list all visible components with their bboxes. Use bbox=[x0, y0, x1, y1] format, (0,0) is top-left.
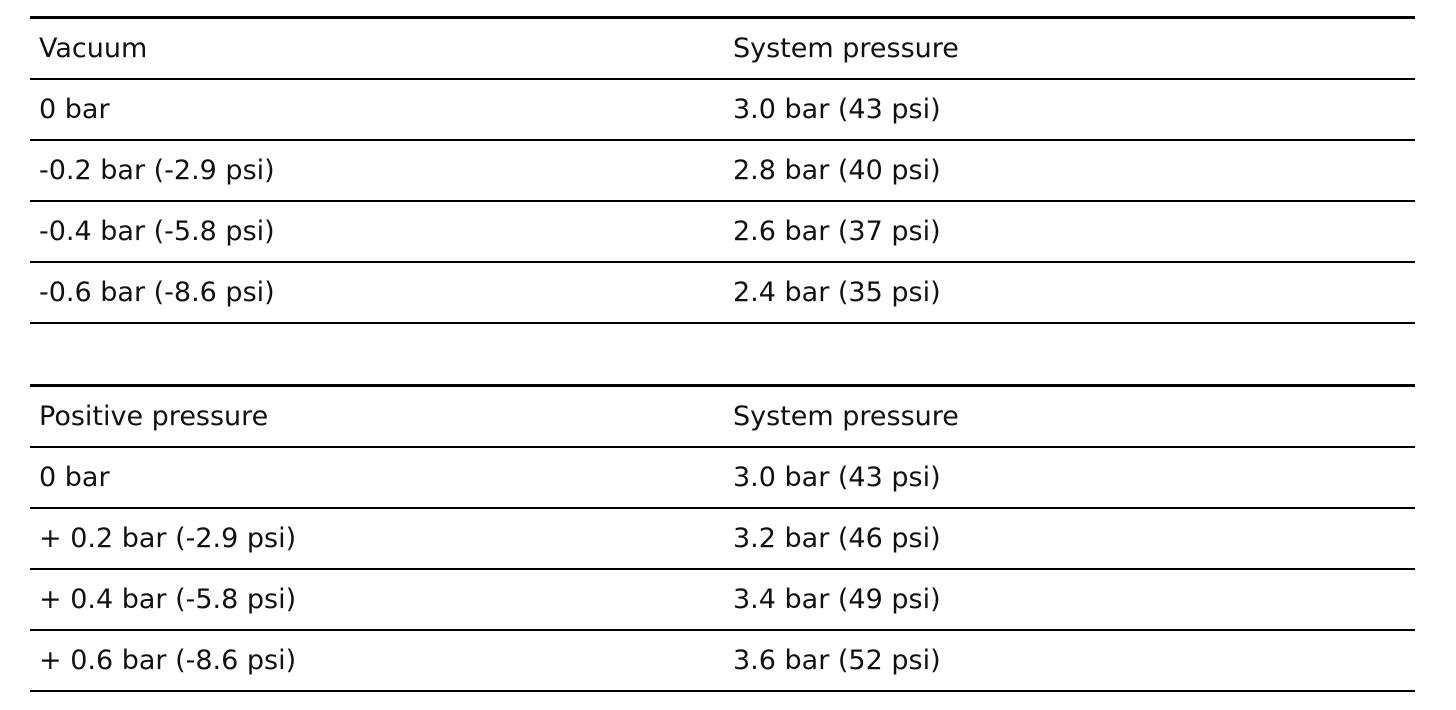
header-row: Positive pressure System pressure bbox=[30, 387, 1415, 448]
table-cell: -0.6 bar (-8.6 psi) bbox=[39, 277, 275, 308]
table-cell: -0.4 bar (-5.8 psi) bbox=[39, 216, 275, 247]
table-cell: 2.4 bar (35 psi) bbox=[733, 277, 941, 308]
table-row: -0.2 bar (-2.9 psi) 2.8 bar (40 psi) bbox=[30, 141, 1415, 202]
table-cell: 2.8 bar (40 psi) bbox=[733, 155, 941, 186]
table-cell: 3.2 bar (46 psi) bbox=[733, 523, 941, 554]
header-cell: Positive pressure bbox=[39, 401, 269, 432]
table-cell: + 0.4 bar (-5.8 psi) bbox=[39, 584, 297, 615]
table-row: -0.6 bar (-8.6 psi) 2.4 bar (35 psi) bbox=[30, 263, 1415, 324]
table: Vacuum System pressure 0 bar 3.0 bar (43 ps… bbox=[30, 16, 1415, 324]
table-row: 0 bar 3.0 bar (43 psi) bbox=[30, 448, 1415, 509]
table-cell: + 0.6 bar (-8.6 psi) bbox=[39, 645, 297, 676]
header-cell: System pressure bbox=[733, 401, 959, 432]
table-cell: 2.6 bar (37 psi) bbox=[733, 216, 941, 247]
header-row: Vacuum System pressure bbox=[30, 19, 1415, 80]
table-row: + 0.2 bar (-2.9 psi) 3.2 bar (46 psi) bbox=[30, 509, 1415, 570]
table-cell: 3.0 bar (43 psi) bbox=[733, 462, 941, 493]
table-cell: 0 bar bbox=[39, 462, 110, 493]
table-row: + 0.6 bar (-8.6 psi) 3.6 bar (52 psi) bbox=[30, 631, 1415, 692]
table-cell: 0 bar bbox=[39, 94, 110, 125]
header-cell: System pressure bbox=[733, 33, 959, 64]
table-cell: -0.2 bar (-2.9 psi) bbox=[39, 155, 275, 186]
table-row: + 0.4 bar (-5.8 psi) 3.4 bar (49 psi) bbox=[30, 570, 1415, 631]
table-row: -0.4 bar (-5.8 psi) 2.6 bar (37 psi) bbox=[30, 202, 1415, 263]
table-cell: 3.0 bar (43 psi) bbox=[733, 94, 941, 125]
table: Positive pressure System pressure 0 bar 3.0… bbox=[30, 384, 1415, 692]
header-cell: Vacuum bbox=[39, 33, 148, 64]
table-cell: 3.6 bar (52 psi) bbox=[733, 645, 941, 676]
table-cell: + 0.2 bar (-2.9 psi) bbox=[39, 523, 297, 554]
table-row: 0 bar 3.0 bar (43 psi) bbox=[30, 80, 1415, 141]
table-cell: 3.4 bar (49 psi) bbox=[733, 584, 941, 615]
